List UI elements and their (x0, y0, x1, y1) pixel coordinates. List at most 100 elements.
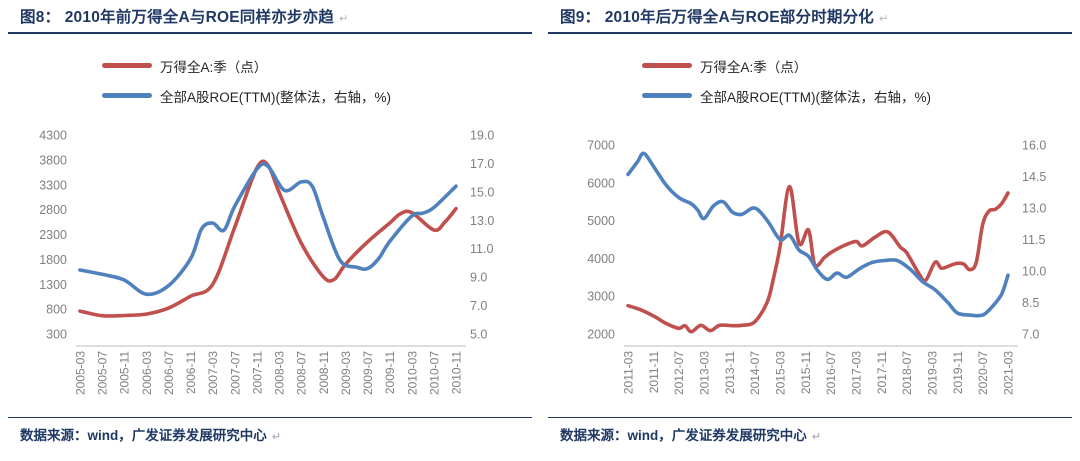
legend-item-roe: 全部A股ROE(TTM)(整体法，右轴，%) (102, 81, 534, 111)
right-axis-tick-label: 13.0 (470, 213, 494, 227)
x-axis-tick-label: 2017-03 (850, 350, 864, 394)
left-axis-tick-label: 800 (46, 302, 67, 316)
x-axis-tick-label: 2011-03 (622, 350, 636, 393)
x-axis-tick-label: 2020-07 (976, 350, 990, 394)
right-axis-tick-label: 9.0 (470, 270, 487, 284)
title-underline-rule (8, 31, 532, 34)
legend-label: 万得全A:季（点） (700, 59, 808, 75)
left-axis-tick-label: 2800 (39, 203, 67, 217)
x-axis-tick-label: 2010-11 (450, 350, 464, 393)
left-axis-tick-label: 3800 (39, 153, 67, 167)
left-axis-tick-label: 3300 (39, 178, 67, 192)
figure-8-title: 图8： 2010年前万得全A与ROE同样亦步亦趋 (20, 9, 334, 26)
title-underline-rule (548, 31, 1072, 34)
x-axis-tick-label: 2018-07 (900, 350, 914, 394)
paragraph-mark: ↵ (339, 13, 349, 25)
legend-swatch-red-line (102, 63, 152, 69)
footer-rule (8, 416, 532, 418)
legend-swatch-blue-line (102, 93, 152, 99)
legend-item-index: 万得全A:季（点） (102, 51, 534, 81)
right-axis-tick-label: 16.0 (1022, 138, 1046, 152)
right-axis-tick-label: 17.0 (470, 157, 494, 171)
left-axis-tick-label: 4300 (39, 128, 67, 142)
figure-9-source-row: 数据来源：wind，广发证券发展研究中心 ↵ (546, 418, 1074, 444)
x-axis-tick-label: 2012-07 (672, 350, 686, 394)
left-axis-tick-label: 1800 (39, 253, 67, 267)
legend-label: 全部A股ROE(TTM)(整体法，右轴，%) (700, 89, 931, 105)
x-axis-tick-label: 2019-11 (951, 350, 965, 393)
left-axis-tick-label: 1300 (39, 277, 67, 291)
x-axis-tick-label: 2007-07 (228, 350, 242, 394)
right-axis-tick-label: 19.0 (470, 128, 494, 142)
left-axis-tick-label: 300 (46, 327, 67, 341)
right-axis-tick-label: 8.5 (1022, 296, 1039, 310)
x-axis-tick-label: 2009-07 (361, 350, 375, 394)
left-axis-tick-label: 7000 (587, 138, 615, 152)
figure-8-panel: 图8： 2010年前万得全A与ROE同样亦步亦趋 ↵ 万得全A:季（点） 全部A… (6, 7, 534, 444)
figure-9-title: 图9： 2010年后万得全A与ROE部分时期分化 (560, 9, 874, 26)
x-axis-tick-label: 2006-03 (140, 350, 154, 394)
right-axis-tick-label: 13.0 (1022, 201, 1046, 215)
left-axis-tick-label: 6000 (587, 176, 615, 190)
right-axis-tick-label: 11.5 (1022, 233, 1045, 247)
figure-8-legend: 万得全A:季（点） 全部A股ROE(TTM)(整体法，右轴，%) (102, 51, 534, 111)
x-axis-tick-label: 2021-03 (1002, 350, 1016, 394)
x-axis-tick-label: 2008-03 (273, 350, 287, 394)
figure-8-title-row: 图8： 2010年前万得全A与ROE同样亦步亦趋 ↵ (20, 7, 530, 29)
x-axis-tick-label: 2005-07 (96, 350, 110, 394)
right-axis-tick-label: 15.0 (470, 185, 494, 199)
paragraph-mark: ↵ (811, 430, 821, 443)
series-line-roe (626, 151, 1010, 318)
series-line-roe (78, 161, 458, 296)
series-line-index (78, 159, 458, 318)
paragraph-mark: ↵ (271, 430, 281, 443)
x-axis-tick-label: 2009-11 (383, 350, 397, 393)
left-axis-tick-label: 4000 (587, 252, 615, 266)
data-source-text: 数据来源：wind，广发证券发展研究中心 (20, 427, 267, 443)
right-axis-tick-label: 7.0 (470, 299, 487, 313)
legend-swatch-blue-line (642, 93, 692, 99)
x-axis-tick-label: 2005-03 (74, 350, 88, 394)
x-axis-tick-label: 2005-11 (118, 350, 132, 393)
x-axis-tick-label: 2008-07 (295, 350, 309, 394)
x-axis-tick-label: 2008-11 (317, 350, 331, 393)
x-axis-tick-label: 2016-07 (824, 350, 838, 394)
legend-label: 全部A股ROE(TTM)(整体法，右轴，%) (160, 89, 391, 105)
left-axis-tick-label: 2000 (587, 327, 615, 341)
series-line-index (626, 184, 1010, 334)
left-axis-tick-label: 5000 (587, 214, 615, 228)
x-axis-tick-label: 2013-03 (698, 350, 712, 394)
x-axis-tick-label: 2019-03 (926, 350, 940, 394)
figure-9-panel: 图9： 2010年后万得全A与ROE部分时期分化 ↵ 万得全A:季（点） 全部A… (540, 0, 1080, 461)
x-axis-tick-label: 2013-11 (723, 350, 737, 393)
right-axis-tick-label: 7.0 (1022, 327, 1039, 341)
x-axis-tick-label: 2007-11 (250, 350, 264, 393)
x-axis-tick-label: 2006-11 (184, 350, 198, 393)
x-axis-tick-label: 2010-07 (427, 350, 441, 394)
x-axis-tick-label: 2011-11 (647, 350, 661, 393)
x-axis-tick-label: 2015-03 (774, 350, 788, 394)
legend-swatch-red-line (642, 63, 692, 69)
x-axis-tick-label: 2007-03 (206, 350, 220, 394)
right-axis-tick-label: 14.5 (1022, 170, 1046, 184)
data-source-text: 数据来源：wind，广发证券发展研究中心 (560, 427, 807, 443)
legend-item-roe: 全部A股ROE(TTM)(整体法，右轴，%) (642, 81, 1074, 111)
x-axis-tick-label: 2009-03 (339, 350, 353, 394)
right-axis-tick-label: 11.0 (470, 242, 493, 256)
legend-item-index: 万得全A:季（点） (642, 51, 1074, 81)
right-axis-tick-label: 10.0 (1022, 264, 1046, 278)
figure-9-legend: 万得全A:季（点） 全部A股ROE(TTM)(整体法，右轴，%) (642, 51, 1074, 111)
figure-8-chart: 300 800 1300 1800 2300 2800 3300 3800 4300 5.0 7.0… (39, 128, 494, 395)
figure-9-title-row: 图9： 2010年后万得全A与ROE部分时期分化 ↵ (560, 7, 1070, 29)
x-axis-tick-label: 2014-07 (748, 350, 762, 394)
figure-8-source-row: 数据来源：wind，广发证券发展研究中心 ↵ (6, 418, 534, 444)
legend-label: 万得全A:季（点） (160, 59, 268, 75)
right-axis-tick-label: 5.0 (470, 327, 487, 341)
figure-9-chart: 2000 3000 4000 5000 6000 7000 7.0 8.5 10.0 11.5 13… (587, 138, 1046, 395)
footer-rule (548, 416, 1072, 418)
left-axis-tick-label: 2300 (39, 228, 67, 242)
left-axis-tick-label: 3000 (587, 289, 615, 303)
x-axis-tick-label: 2015-11 (799, 350, 813, 393)
x-axis-tick-label: 2010-03 (405, 350, 419, 394)
